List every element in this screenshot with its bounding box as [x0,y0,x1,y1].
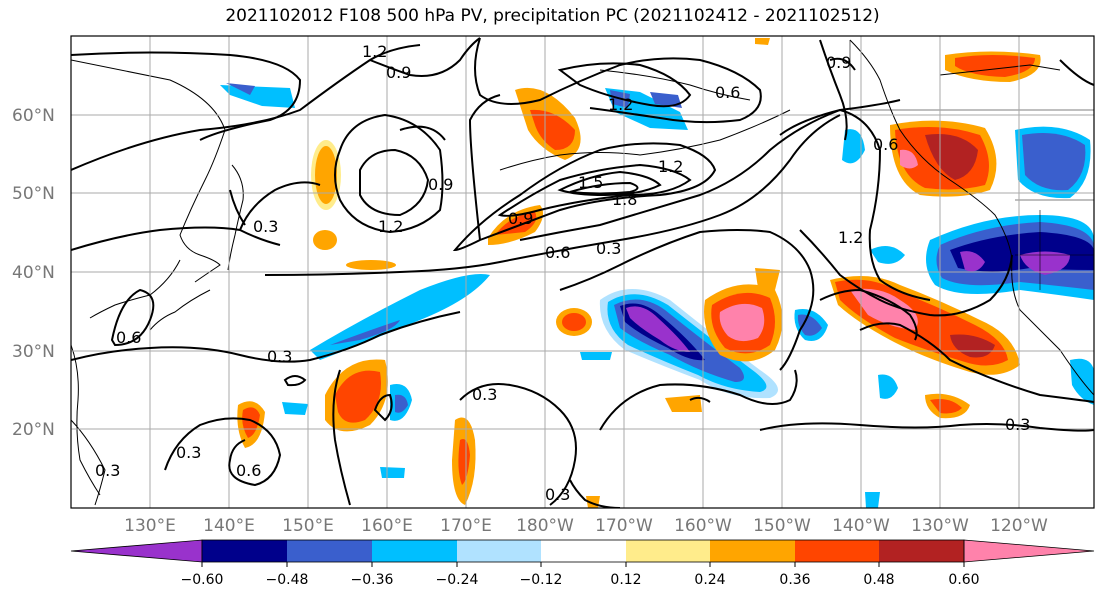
lat-label: 30°N [12,342,55,362]
lat-label: 20°N [12,420,55,440]
borders [849,40,1094,290]
longitude-labels: 130°E 140°E 150°E 160°E 170°E 180°W 170°… [124,516,1048,536]
lon-label: 130°E [124,516,176,536]
contour-label: 0.6 [545,243,570,262]
contour-label: 0.3 [596,239,621,258]
colorbar-tick: 0.60 [948,572,979,588]
colorbar-segment [710,540,795,562]
lon-label: 140°W [832,516,890,536]
coastlines [71,39,1094,506]
colorbar-segment [202,540,287,562]
contour-label: 0.6 [116,328,141,347]
lon-label: 130°W [911,516,969,536]
gridlines [71,36,1094,508]
contour-label: 0.9 [508,209,533,228]
colorbar: −0.60 −0.48 −0.36 −0.24 −0.12 0.12 0.24 … [70,539,1095,588]
contour-label: 0.3 [545,485,570,504]
pv-contours [71,37,1094,508]
contour-label: 0.3 [95,461,120,480]
map-title: 2021102012 F108 500 hPa PV, precipitatio… [225,6,880,26]
lat-label: 50°N [12,184,55,204]
contour-label: 0.6 [236,461,261,480]
colorbar-tick: 0.36 [779,572,810,588]
lon-label: 170°W [595,516,653,536]
lon-label: 160°E [361,516,413,536]
colorbar-tick: −0.60 [181,572,224,588]
contour-label: 0.6 [873,135,898,154]
latitude-labels: 60°N 50°N 40°N 30°N 20°N [12,106,55,440]
precip-shading [220,38,1094,508]
lat-label: 40°N [12,263,55,283]
lon-label: 120°W [990,516,1048,536]
contour-label: 0.9 [428,175,453,194]
contour-label: 0.3 [1005,415,1030,434]
lon-label: 160°W [674,516,732,536]
colorbar-segment [287,540,372,562]
colorbar-segment [626,540,710,562]
contour-label: 0.9 [386,63,411,82]
contour-label: 1.2 [378,217,403,236]
colorbar-tick: 0.24 [694,572,725,588]
contour-label: 1.5 [578,173,603,192]
colorbar-extend-max [963,539,1095,563]
contour-label: 0.3 [176,443,201,462]
colorbar-segment [457,540,541,562]
contour-label: 1.2 [362,42,387,61]
lon-label: 150°E [282,516,334,536]
lon-label: 140°E [203,516,255,536]
contour-label: 1.8 [612,190,637,209]
map-frame [70,35,1095,509]
lon-label: 150°W [753,516,811,536]
colorbar-segment [879,540,964,562]
contour-label: 0.9 [826,53,851,72]
contour-label: 0.6 [715,83,740,102]
contour-label: 0.3 [253,217,278,236]
colorbar-segment [795,540,879,562]
colorbar-segment [541,540,626,562]
contour-label: 1.2 [838,228,863,247]
contour-label: 0.3 [472,385,497,404]
colorbar-extend-min [70,539,203,563]
contour-label: 1.2 [658,157,683,176]
lon-label: 170°E [440,516,492,536]
colorbar-tick: −0.48 [266,572,309,588]
colorbar-tick: 0.48 [863,572,894,588]
lat-label: 60°N [12,106,55,126]
contour-label: 1.2 [608,95,633,114]
colorbar-tick: −0.24 [436,572,479,588]
contour-labels: 1.2 0.9 0.9 1.2 0.6 0.9 1.2 0.3 1.2 1.5 … [95,42,1030,504]
colorbar-segment [372,540,457,562]
colorbar-tick: 0.12 [610,572,641,588]
colorbar-tick: −0.12 [520,572,563,588]
contour-label: 0.3 [267,347,292,366]
lon-label: 180°W [516,516,574,536]
colorbar-tick: −0.36 [351,572,394,588]
